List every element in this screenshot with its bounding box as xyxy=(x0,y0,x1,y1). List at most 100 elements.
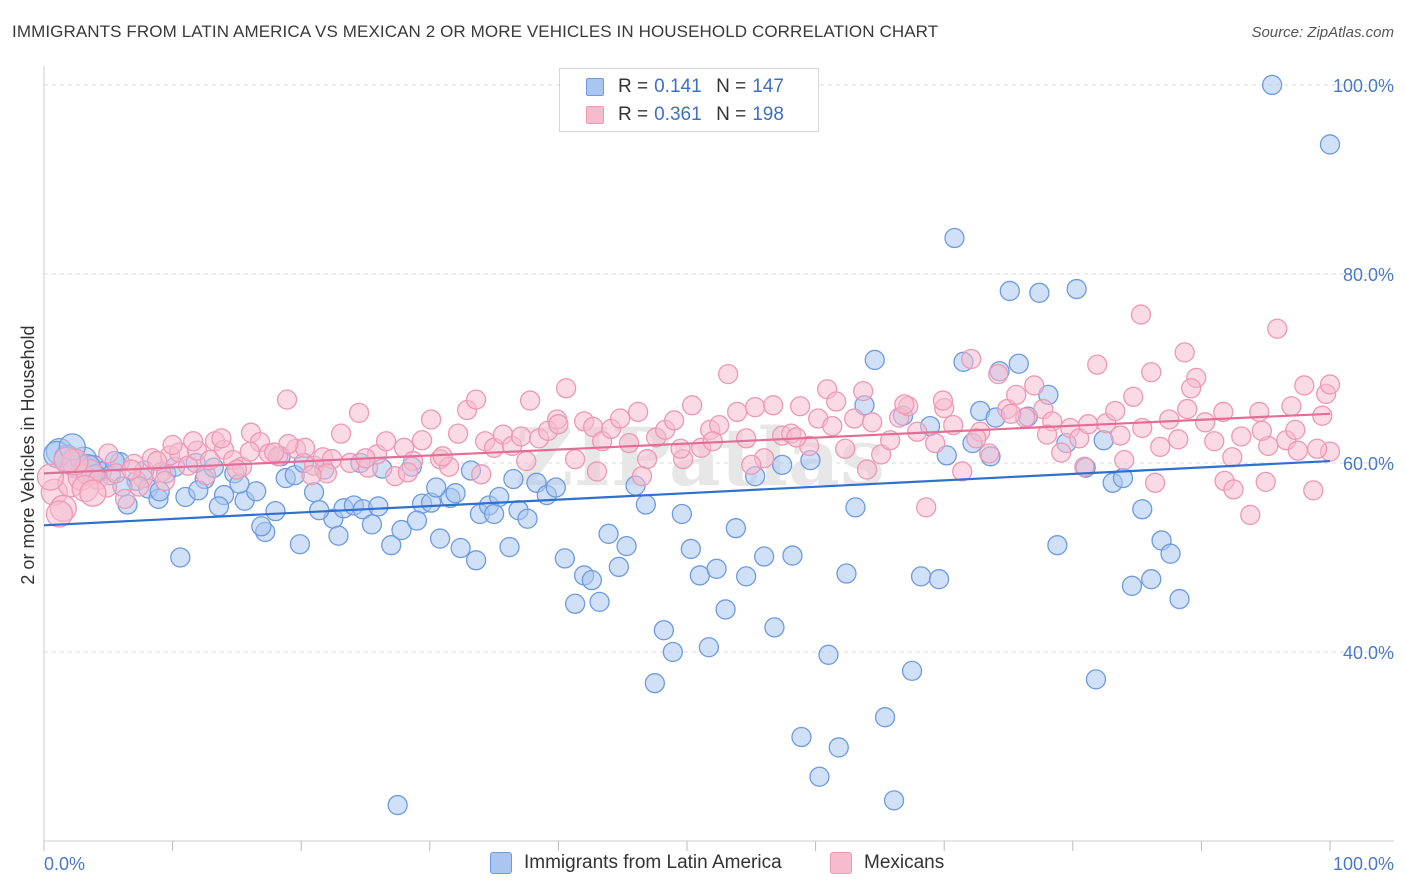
mexicans-point xyxy=(763,395,784,416)
immigrants-point xyxy=(450,537,471,559)
mexicans-point xyxy=(979,443,1000,464)
mexicans-point xyxy=(1105,400,1126,422)
mexicans-point xyxy=(627,401,649,423)
series-mexicans-points xyxy=(36,304,1341,528)
series-legend-immigrants[interactable]: Immigrants from Latin America xyxy=(490,852,782,874)
mexicans-point xyxy=(943,414,964,436)
immigrants-point xyxy=(303,482,325,503)
mexicans-point xyxy=(154,470,176,492)
mexicans-point xyxy=(294,437,316,458)
mexicans-point xyxy=(1222,447,1243,468)
mexicans-point xyxy=(932,390,954,411)
mexicans-point xyxy=(1303,480,1324,501)
mexicans-point xyxy=(853,380,874,402)
immigrants-point xyxy=(608,556,629,578)
mexicans-point xyxy=(1051,442,1072,463)
y-tick-label: 80.0% xyxy=(1343,265,1394,285)
mexicans-point xyxy=(586,461,608,482)
immigrants-point xyxy=(809,766,830,787)
immigrants-point xyxy=(1169,588,1190,610)
mexicans-point xyxy=(1141,362,1162,383)
immigrants-point xyxy=(864,349,885,371)
series-legend-label: Mexicans xyxy=(864,852,945,873)
immigrants-point xyxy=(928,569,950,590)
mexicans-point xyxy=(1319,374,1341,395)
x-axis-right-label: 100.0% xyxy=(1333,854,1394,874)
immigrants-point xyxy=(635,494,656,515)
mexicans-point xyxy=(239,441,260,462)
immigrants-point xyxy=(406,510,428,531)
immigrants-point xyxy=(715,599,736,620)
mexicans-point xyxy=(681,395,703,416)
immigrants-point xyxy=(901,660,923,682)
mexicans-point xyxy=(1287,440,1308,461)
immigrants-point xyxy=(503,468,524,490)
immigrants-point xyxy=(1085,669,1107,690)
legend-swatch-blue xyxy=(586,78,604,96)
immigrants-point xyxy=(1008,353,1029,374)
mexicans-point xyxy=(1255,471,1276,493)
mexicans-point xyxy=(670,438,691,459)
mexicans-point xyxy=(916,497,937,518)
mexicans-point xyxy=(36,463,65,491)
mexicans-point xyxy=(1168,429,1189,450)
immigrants-point xyxy=(828,737,849,758)
immigrants-point xyxy=(671,503,693,525)
immigrants-point xyxy=(598,523,619,544)
chart-title: IMMIGRANTS FROM LATIN AMERICA VS MEXICAN… xyxy=(12,22,939,41)
y-tick-label: 100.0% xyxy=(1333,76,1394,96)
mexicans-point xyxy=(79,479,107,507)
mexicans-point xyxy=(129,476,150,497)
mexicans-trend-line xyxy=(43,412,1331,475)
source-credit: Source: ZipAtlas.com xyxy=(1251,24,1394,41)
mexicans-point xyxy=(264,442,285,463)
mexicans-point xyxy=(465,389,487,410)
mexicans-point xyxy=(1000,403,1022,424)
immigrants-point xyxy=(754,546,775,567)
mexicans-point xyxy=(856,459,878,480)
mexicans-point xyxy=(1231,426,1252,447)
x-axis-left-label: 0.0% xyxy=(44,854,85,874)
immigrants-point xyxy=(662,641,684,663)
mexicans-point xyxy=(966,428,987,449)
immigrants-point xyxy=(208,496,230,517)
legend-r-label: R = xyxy=(618,76,649,97)
immigrants-point xyxy=(589,591,610,613)
mexicans-point xyxy=(348,402,370,424)
mexicans-point xyxy=(1223,479,1244,500)
mexicans-point xyxy=(741,454,762,475)
mexicans-point xyxy=(276,389,298,410)
mexicans-point xyxy=(826,391,847,412)
immigrants-point xyxy=(170,547,191,568)
mexicans-point xyxy=(375,431,397,452)
immigrants-point xyxy=(426,477,447,498)
mexicans-point xyxy=(1006,384,1027,406)
mexicans-point xyxy=(880,430,901,451)
series-legend-mexicans[interactable]: Mexicans xyxy=(830,852,944,874)
mexicans-point xyxy=(862,412,883,433)
immigrants-point xyxy=(818,644,839,665)
mexicans-point xyxy=(1213,401,1234,423)
mexicans-point xyxy=(631,466,653,487)
y-tick-label: 60.0% xyxy=(1343,454,1394,474)
immigrants-point xyxy=(1029,282,1050,303)
mexicans-point xyxy=(1240,504,1261,526)
mexicans-point xyxy=(1150,436,1171,458)
mexicans-point xyxy=(1159,409,1180,430)
legend-row-mexicans: R = 0.361 N = 198 xyxy=(560,101,818,129)
legend-n-value: 198 xyxy=(752,104,784,125)
immigrants-point xyxy=(328,525,349,546)
correlation-legend: R = 0.141 N = 147 R = 0.361 N = 198 xyxy=(559,68,819,132)
mexicans-point xyxy=(609,408,631,429)
immigrants-point xyxy=(499,536,520,558)
immigrants-point xyxy=(564,593,586,614)
immigrants-point xyxy=(782,545,803,566)
mexicans-point xyxy=(745,397,766,418)
series-legend-swatch-pink xyxy=(830,852,852,874)
mexicans-point xyxy=(925,432,946,454)
mexicans-point xyxy=(790,396,811,417)
mexicans-point xyxy=(1074,456,1095,477)
mexicans-point xyxy=(564,449,586,470)
